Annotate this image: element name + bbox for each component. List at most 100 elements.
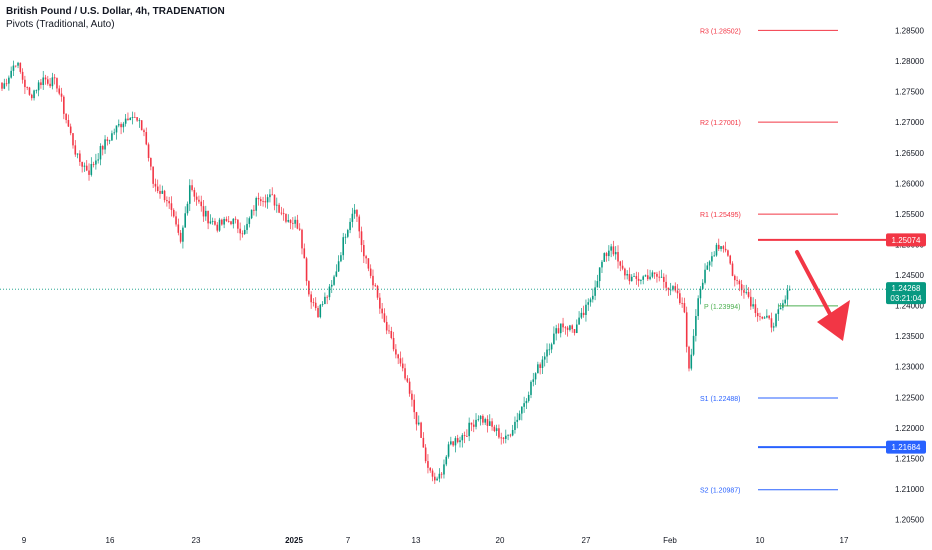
candle-body[interactable] (363, 245, 365, 257)
candle-body[interactable] (266, 197, 269, 203)
candle-body[interactable] (695, 316, 697, 336)
candle-body[interactable] (221, 219, 223, 225)
candle-body[interactable] (90, 164, 93, 175)
candle-body[interactable] (461, 435, 464, 441)
candle-body[interactable] (379, 297, 381, 309)
candle-body[interactable] (330, 284, 333, 287)
candle-body[interactable] (76, 153, 79, 155)
candle-body[interactable] (633, 276, 635, 277)
candle-body[interactable] (129, 117, 132, 121)
candle-body[interactable] (35, 90, 38, 92)
candle-body[interactable] (26, 87, 28, 88)
candle-body[interactable] (562, 323, 564, 328)
candle-body[interactable] (92, 164, 95, 165)
candle-body[interactable] (681, 303, 683, 304)
candle-body[interactable] (502, 437, 505, 439)
candle-body[interactable] (232, 218, 235, 225)
candle-body[interactable] (754, 304, 757, 314)
candle-body[interactable] (47, 79, 49, 84)
candle-body[interactable] (610, 246, 612, 251)
candle-body[interactable] (658, 276, 661, 278)
candle-body[interactable] (592, 295, 594, 300)
candle-body[interactable] (532, 379, 535, 382)
candle-body[interactable] (152, 166, 154, 184)
candle-body[interactable] (692, 335, 695, 355)
candle-body[interactable] (521, 406, 523, 414)
candle-body[interactable] (321, 304, 324, 305)
candle-body[interactable] (475, 419, 477, 427)
candle-body[interactable] (282, 213, 285, 215)
candle-body[interactable] (397, 354, 399, 359)
candle-body[interactable] (104, 139, 106, 150)
candle-body[interactable] (663, 276, 665, 282)
candle-body[interactable] (230, 221, 232, 225)
candle-body[interactable] (550, 344, 553, 350)
candle-body[interactable] (569, 325, 571, 330)
candle-body[interactable] (454, 438, 457, 446)
candle-body[interactable] (585, 304, 587, 316)
candle-body[interactable] (280, 212, 283, 214)
candle-body[interactable] (179, 232, 182, 242)
candle-body[interactable] (438, 473, 441, 479)
candle-body[interactable] (301, 229, 303, 249)
candle-body[interactable] (124, 118, 127, 124)
candle-body[interactable] (253, 209, 255, 211)
candle-body[interactable] (216, 224, 219, 231)
candle-body[interactable] (452, 441, 454, 446)
candle-body[interactable] (573, 329, 576, 333)
candle-body[interactable] (408, 381, 411, 394)
candle-body[interactable] (81, 161, 83, 167)
candle-body[interactable] (505, 435, 507, 439)
candle-body[interactable] (324, 296, 326, 305)
candle-body[interactable] (234, 218, 237, 220)
candle-body[interactable] (191, 185, 193, 190)
candle-body[interactable] (346, 230, 349, 237)
candle-body[interactable] (37, 82, 40, 91)
candle-body[interactable] (227, 221, 230, 222)
candle-body[interactable] (294, 219, 296, 224)
candle-body[interactable] (516, 419, 519, 422)
candle-body[interactable] (312, 302, 315, 304)
candle-body[interactable] (365, 256, 367, 259)
candle-body[interactable] (601, 261, 603, 268)
candle-body[interactable] (582, 312, 585, 316)
candle-body[interactable] (459, 440, 461, 443)
candle-body[interactable] (589, 299, 592, 303)
candle-body[interactable] (399, 358, 402, 364)
candle-body[interactable] (19, 62, 22, 72)
candle-body[interactable] (756, 313, 759, 317)
candle-body[interactable] (612, 246, 615, 255)
candle-body[interactable] (761, 316, 764, 319)
candle-body[interactable] (468, 422, 470, 437)
candle-body[interactable] (145, 132, 148, 145)
candle-body[interactable] (603, 253, 606, 262)
candle-body[interactable] (131, 117, 134, 118)
candle-body[interactable] (342, 237, 345, 256)
candle-body[interactable] (676, 290, 679, 294)
candle-body[interactable] (571, 325, 574, 330)
candle-body[interactable] (626, 274, 628, 276)
candle-body[interactable] (335, 271, 338, 277)
candle-body[interactable] (360, 231, 363, 246)
candle-body[interactable] (296, 219, 299, 229)
candle-body[interactable] (156, 186, 159, 192)
candle-body[interactable] (649, 276, 651, 280)
candle-body[interactable] (1, 82, 3, 89)
candle-body[interactable] (685, 312, 688, 347)
candle-body[interactable] (763, 317, 766, 319)
candle-body[interactable] (159, 191, 161, 194)
candle-body[interactable] (683, 303, 686, 313)
candle-body[interactable] (575, 324, 578, 333)
candle-body[interactable] (63, 96, 65, 114)
candle-body[interactable] (440, 473, 443, 475)
candle-body[interactable] (223, 218, 225, 225)
candle-body[interactable] (49, 83, 51, 87)
candle-body[interactable] (257, 198, 260, 200)
candle-body[interactable] (127, 118, 129, 121)
candle-body[interactable] (385, 321, 388, 331)
candle-body[interactable] (115, 125, 118, 133)
candle-body[interactable] (3, 83, 6, 89)
candle-body[interactable] (168, 201, 170, 204)
candle-body[interactable] (772, 326, 775, 328)
candle-body[interactable] (188, 185, 191, 204)
